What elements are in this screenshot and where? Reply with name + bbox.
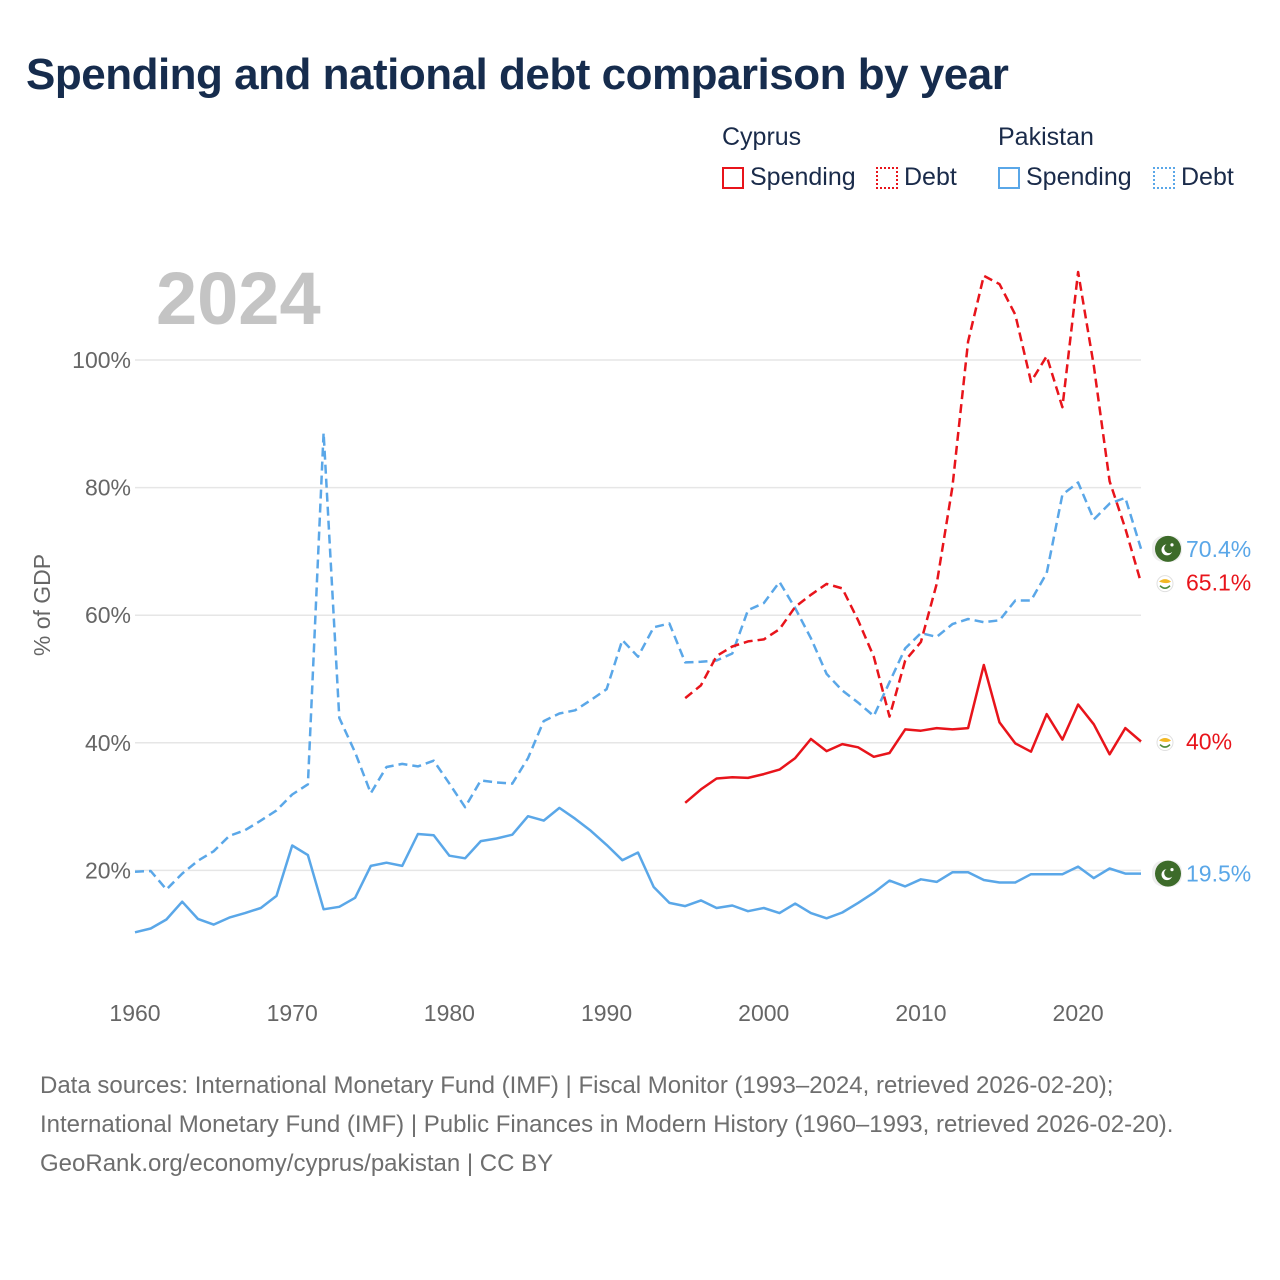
x-tick-label: 2000	[738, 1000, 789, 1026]
line-chart: 2024 % of GDP 20% 40% 60% 80% 100% 1960 1970 1…	[0, 0, 1280, 1050]
source-link[interactable]: GeoRank.org/economy/cyprus/pakistan | CC…	[40, 1144, 1240, 1183]
x-tick-label: 2010	[895, 1000, 946, 1026]
y-tick-label: 20%	[85, 857, 131, 883]
y-axis-label: % of GDP	[29, 554, 55, 656]
pakistan-flag-icon	[1152, 861, 1182, 887]
y-tick-label: 100%	[72, 347, 131, 373]
end-label-cyprus-spending: 40%	[1157, 729, 1232, 755]
x-tick-label: 1970	[267, 1000, 318, 1026]
end-value-label: 19.5%	[1186, 861, 1251, 887]
end-value-label: 65.1%	[1186, 570, 1251, 596]
end-label-cyprus-debt: 65.1%	[1157, 570, 1251, 596]
x-tick-label: 1980	[424, 1000, 475, 1026]
end-value-label: 40%	[1186, 729, 1232, 755]
series-line-cyprus-debt[interactable]	[685, 272, 1141, 717]
end-value-label: 70.4%	[1186, 536, 1251, 562]
data-sources-text: Data sources: International Monetary Fun…	[40, 1072, 1173, 1138]
series-line-pakistan-debt[interactable]	[135, 433, 1141, 890]
pakistan-flag-icon	[1152, 536, 1182, 562]
footer: Data sources: International Monetary Fun…	[40, 1066, 1240, 1183]
x-tick-label: 1990	[581, 1000, 632, 1026]
x-tick-label: 2020	[1053, 1000, 1104, 1026]
cyprus-flag-icon	[1157, 735, 1173, 751]
end-label-pakistan-debt: 70.4%	[1152, 536, 1251, 562]
cyprus-flag-icon	[1157, 576, 1173, 592]
year-watermark: 2024	[156, 257, 321, 340]
y-tick-label: 60%	[85, 602, 131, 628]
end-label-pakistan-spending: 19.5%	[1152, 861, 1251, 887]
x-tick-label: 1960	[109, 1000, 160, 1026]
y-tick-label: 80%	[85, 475, 131, 501]
series-line-cyprus-spending[interactable]	[685, 665, 1141, 803]
y-tick-label: 40%	[85, 730, 131, 756]
